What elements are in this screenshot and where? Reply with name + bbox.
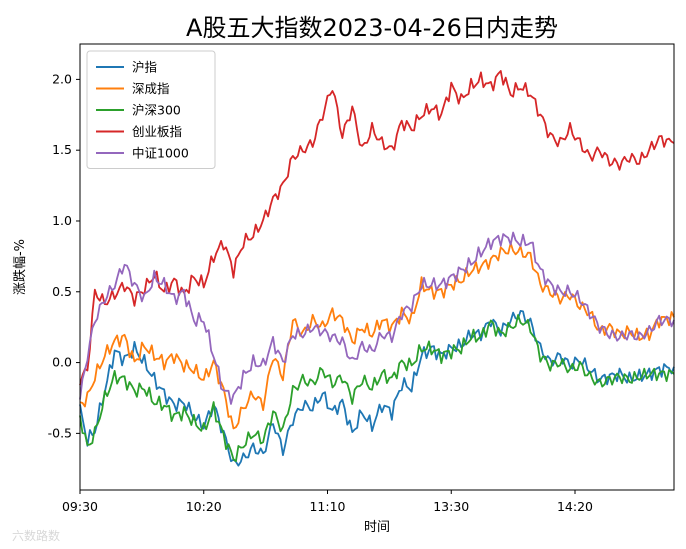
x-tick-label: 10:20 xyxy=(186,499,222,514)
x-tick-label: 09:30 xyxy=(62,499,98,514)
legend-label: 沪指 xyxy=(132,60,157,75)
plot-frame xyxy=(79,43,675,491)
y-axis-ticks: -0.5 0.0 0.5 1.0 1.5 2.0 xyxy=(48,71,80,440)
legend-label: 深成指 xyxy=(132,81,170,96)
y-tick-label: 0.5 xyxy=(52,284,72,299)
series-layer xyxy=(79,70,675,467)
series-line-2 xyxy=(79,242,675,430)
series-line-1 xyxy=(79,309,675,467)
watermark: 六数路数 xyxy=(12,528,60,543)
series-line-3 xyxy=(79,314,675,463)
legend-label: 中证1000 xyxy=(132,146,189,161)
y-tick-label: 0.0 xyxy=(52,355,72,370)
x-tick-label: 14:20 xyxy=(557,499,593,514)
legend-box xyxy=(86,50,216,169)
x-axis-label: 时间 xyxy=(364,520,390,535)
y-tick-label: 1.5 xyxy=(52,142,72,157)
y-tick-label: 1.0 xyxy=(52,213,72,228)
x-tick-label: 13:30 xyxy=(433,499,469,514)
legend-label: 创业板指 xyxy=(132,124,182,139)
x-tick-label: 11:10 xyxy=(309,499,345,514)
y-tick-label: -0.5 xyxy=(48,425,72,440)
chart-title: A股五大指数2023-04-26日内走势 xyxy=(186,14,558,42)
series-line-5 xyxy=(79,231,675,405)
y-tick-label: 2.0 xyxy=(52,71,72,86)
legend-label: 沪深300 xyxy=(132,103,181,118)
x-axis-ticks: 09:30 10:20 11:10 13:30 14:20 xyxy=(62,490,593,514)
y-axis-label: 涨跌幅-% xyxy=(12,239,28,295)
